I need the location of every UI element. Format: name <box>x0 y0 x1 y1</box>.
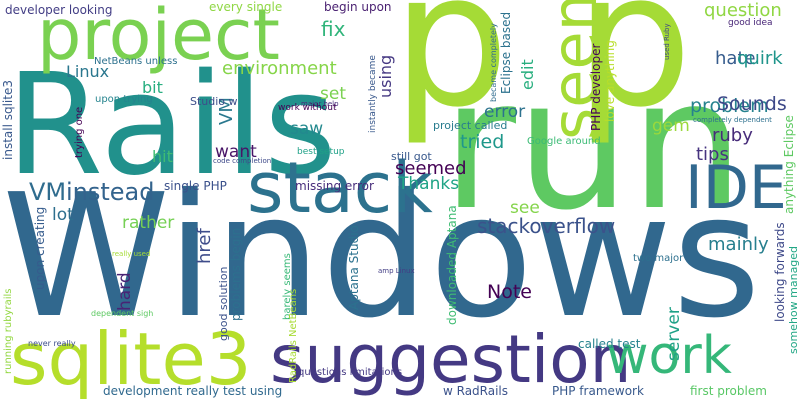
word-lot: lot <box>52 205 74 225</box>
word-quirk: quirk <box>737 48 783 69</box>
word-php-developer: PHP developer <box>589 43 603 131</box>
word-somehow-managed: somehow managed <box>787 245 800 354</box>
word-two-major: two major <box>633 253 684 264</box>
word-running-rubyrails: running rubyrails <box>3 288 14 375</box>
word-missing-error: missing error <box>295 179 374 193</box>
word-upon-trying: upon trying <box>95 94 153 105</box>
word-suggestion: suggestion <box>270 321 632 398</box>
word-vm: VM <box>29 178 67 206</box>
word-looking-forwards: looking forwards <box>773 222 787 322</box>
word-p: p <box>575 0 693 148</box>
word-hard: hard <box>115 272 135 311</box>
word-linux: Linux <box>66 62 110 81</box>
word-sounds: Sounds <box>717 93 787 115</box>
word-hit: hit <box>152 147 173 166</box>
word-problem: problem <box>690 95 769 117</box>
word-server: server <box>664 307 684 361</box>
word-rather: rather <box>122 213 175 233</box>
word-best-setup: best setup <box>297 147 345 157</box>
word-bit: bit <box>142 78 163 97</box>
word-became-completely: became completely <box>489 23 498 102</box>
word-tried: tried <box>460 131 505 153</box>
word-eclipse-based: Eclipse based <box>499 11 513 94</box>
word-mainly: mainly <box>708 234 769 255</box>
word-completely-dependent: completely dependent <box>693 116 772 124</box>
word-studio-w: Studio w <box>190 95 238 108</box>
word-love-anything: love anything <box>603 40 617 122</box>
word-dependent-sigh: dependent sigh <box>91 309 154 318</box>
word-hate: hate <box>715 48 756 69</box>
word-instantly-became: instantly became <box>368 55 378 133</box>
word-begin-upon: begin upon <box>324 0 392 14</box>
word-development-really-test-using: development really test using <box>103 384 283 398</box>
word-href: href <box>194 228 215 264</box>
word-tips: tips <box>696 144 729 165</box>
word-windows: Windows <box>2 158 761 356</box>
word-questions-limitations: questions limitations <box>298 367 403 378</box>
word-php-framework: PHP framework <box>552 384 644 398</box>
word-fix: fix <box>321 17 346 41</box>
word-ide: IDE <box>685 153 787 223</box>
word-anything-eclipse: anything Eclipse <box>782 115 796 214</box>
word-error: error <box>484 102 526 122</box>
word-still-got: still got <box>391 150 432 163</box>
word-really-used: really used <box>112 250 151 258</box>
word-edit: edit <box>518 59 537 90</box>
word-stackoverflow: stackoverflow <box>477 214 616 238</box>
word-downloaded-aptana: downloaded Aptana <box>445 205 459 325</box>
word-project: project <box>37 0 280 76</box>
word-netbeans-unless: NetBeans unless <box>94 56 178 67</box>
word-rails: Rails <box>6 44 337 207</box>
word-code-completion: code completion <box>213 157 272 165</box>
word-using: using <box>376 54 395 98</box>
word-stack: stack <box>247 147 433 229</box>
word-instead: instead <box>66 178 155 206</box>
word-google-around: Google around <box>527 136 601 147</box>
word-see: see <box>510 198 540 218</box>
word-good-idea: good idea <box>728 18 773 28</box>
word-radrails-netbeans: RadRails NetBeans <box>288 288 299 383</box>
word-environment: environment <box>222 58 337 79</box>
word-work-without: work without <box>278 103 337 113</box>
word-project-called: project called <box>433 119 508 132</box>
word-gem: gem <box>652 116 690 136</box>
word-sqlite3: sqlite3 <box>10 317 252 400</box>
word-want: want <box>215 142 257 162</box>
word-run: run <box>442 41 745 250</box>
word-good-solution: good solution <box>217 266 230 341</box>
word-never-really: never really <box>28 339 76 348</box>
word-single-php: single PHP <box>164 179 227 193</box>
word-problems-begin: problems begin <box>229 227 243 321</box>
word-first-problem: first problem <box>690 384 767 398</box>
word-seemed: seemed <box>395 158 467 179</box>
word-upon-creating: upon creating <box>33 206 47 290</box>
word-used-ruby: used Ruby <box>663 23 671 60</box>
word-thanks: Thanks <box>398 174 460 194</box>
word-w-radrails: w RadRails <box>443 384 509 398</box>
word-saw: saw <box>290 119 324 139</box>
word-developer-looking: developer looking <box>5 3 113 17</box>
word-aptana-studio: Aptana Studio <box>347 225 361 310</box>
word-every-single: every single <box>209 0 283 14</box>
word-note: Note <box>487 281 532 303</box>
word-amp-linux: amp Linux <box>378 267 415 275</box>
word-set: set <box>320 84 346 104</box>
word-p: p <box>392 0 510 148</box>
word-install-sqlite3: install sqlite3 <box>1 80 15 160</box>
word-trying-one: trying one <box>74 106 85 158</box>
word-called-test: called test <box>578 337 641 351</box>
word-major-help: major help <box>301 100 339 108</box>
word-ruby: ruby <box>712 125 753 146</box>
word-work: work <box>606 326 732 386</box>
word-question: question <box>704 0 782 21</box>
